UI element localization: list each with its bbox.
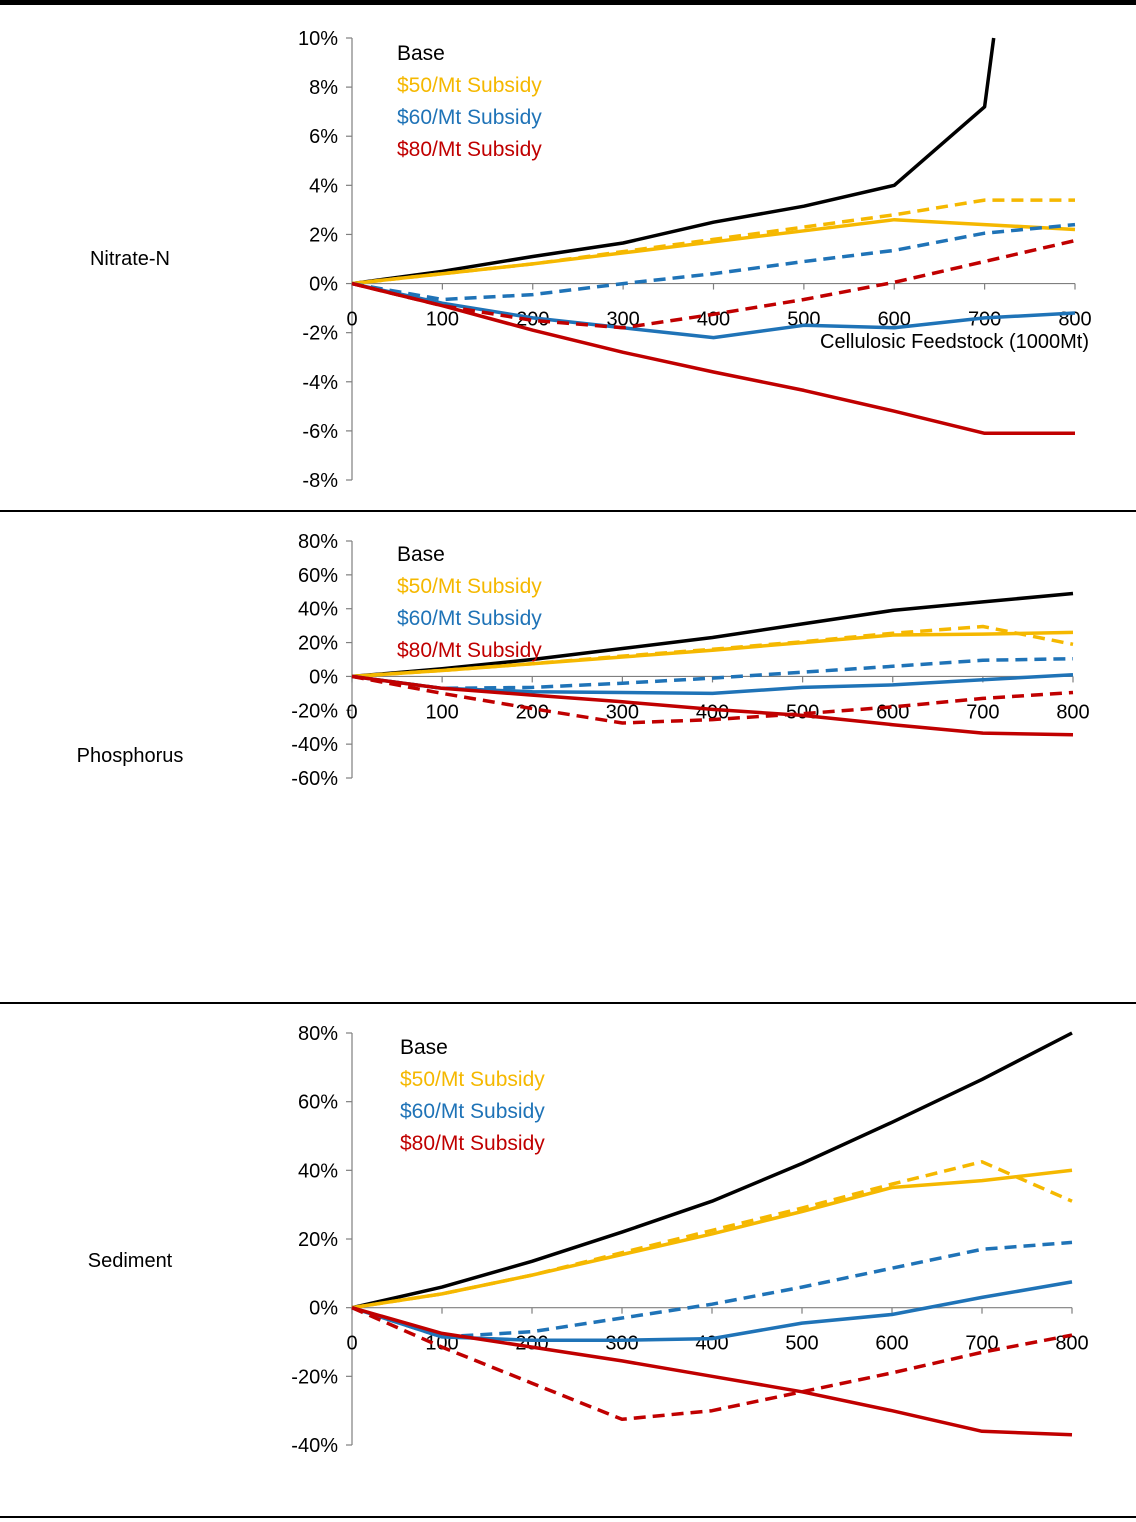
series-line-6-dashed (351, 1306, 1073, 1422)
y-tick-label: 2% (309, 224, 338, 246)
y-tick-label: -20% (291, 1366, 338, 1388)
y-tick-label: -6% (302, 421, 338, 443)
x-tick-label: 400 (696, 701, 729, 723)
legend-entry: $50/Mt Subsidy (397, 575, 542, 598)
x-tick-label: 0 (346, 701, 357, 723)
y-tick-label: -4% (302, 372, 338, 394)
row-label-phosphorus: Phosphorus (76, 745, 184, 767)
series-line-5-solid (351, 281, 1075, 436)
series-line-6-dashed (351, 238, 1076, 330)
legend-entry: $80/Mt Subsidy (397, 639, 542, 662)
x-tick-label: 300 (606, 701, 639, 723)
legend-entry: $80/Mt Subsidy (397, 138, 542, 161)
x-tick-label: 600 (875, 1333, 908, 1355)
row-label-sediment: Sediment (87, 1250, 173, 1272)
y-tick-label: -40% (291, 1435, 338, 1457)
nitrate-chart: -8%-6%-4%-2%0%2%4%6%8%10%0 100 200 300 400 50… (298, 28, 1092, 492)
series-line-2-dashed (351, 624, 1074, 679)
x-tick-label: 800 (1056, 701, 1089, 723)
bottom-rule (0, 1516, 1136, 1518)
x-tick-label: 400 (697, 309, 730, 331)
y-tick-label: 0% (309, 274, 338, 296)
series-line-2-dashed (351, 1160, 1073, 1310)
x-tick-label: 100 (425, 701, 458, 723)
y-tick-label: 40% (298, 599, 338, 621)
x-tick-label: 0 (346, 309, 357, 331)
y-tick-label: 40% (298, 1160, 338, 1182)
x-axis-title: Cellulosic Feedstock (1000Mt) (820, 331, 1089, 353)
series-line-4-dashed (351, 222, 1076, 302)
x-tick-label: 700 (966, 701, 999, 723)
divider-rule (0, 510, 1136, 512)
y-tick-label: 80% (298, 1023, 338, 1045)
y-tick-label: -2% (302, 323, 338, 345)
legend-entry: Base (397, 42, 445, 65)
y-tick-label: 60% (298, 1092, 338, 1114)
y-tick-label: 10% (298, 28, 338, 50)
top-rule (0, 0, 1136, 5)
x-tick-label: 100 (426, 309, 459, 331)
series-line-6-dashed (351, 674, 1074, 725)
series-line-4-dashed (351, 656, 1074, 691)
y-tick-label: 60% (298, 565, 338, 587)
sediment-chart: -40%-20%0%20%40%60%80%0 100 200 300 400 500 60… (291, 1023, 1088, 1457)
x-tick-label: 300 (606, 309, 639, 331)
y-tick-label: 20% (298, 1229, 338, 1251)
y-tick-label: -8% (302, 470, 338, 492)
y-tick-label: 0% (309, 666, 338, 688)
series-line-1-solid (351, 1168, 1073, 1310)
y-tick-label: 80% (298, 531, 338, 553)
y-tick-label: 20% (298, 633, 338, 655)
series-line-5-solid (351, 1306, 1073, 1437)
x-tick-label: 800 (1058, 309, 1091, 331)
x-tick-label: 500 (785, 1333, 818, 1355)
divider-rule (0, 1002, 1136, 1004)
legend-entry: Base (397, 543, 445, 566)
y-tick-label: 4% (309, 175, 338, 197)
series-line-2-dashed (351, 198, 1075, 286)
y-tick-label: -40% (291, 734, 338, 756)
legend-entry: $60/Mt Subsidy (400, 1100, 545, 1123)
legend-entry: $60/Mt Subsidy (397, 106, 542, 129)
legend-entry: $80/Mt Subsidy (400, 1132, 545, 1155)
row-label-nitrate: Nitrate-N (89, 248, 170, 270)
series-line-0-solid (351, 1031, 1073, 1310)
y-tick-label: 0% (309, 1298, 338, 1320)
series-line-3-solid (351, 281, 1076, 340)
series-line-0-solid (351, 37, 996, 286)
series-line-5-solid (351, 674, 1074, 737)
legend-entry: Base (400, 1036, 448, 1059)
legend-entry: $50/Mt Subsidy (400, 1068, 545, 1091)
phosphorus-chart: -60%-40%-20%0%20%40%60%80%0 100 200 300 400 5… (291, 531, 1089, 790)
y-tick-label: 8% (309, 77, 338, 99)
series-line-4-dashed (351, 1240, 1073, 1339)
y-tick-label: -60% (291, 768, 338, 790)
x-tick-label: 0 (346, 1333, 357, 1355)
legend-entry: $50/Mt Subsidy (397, 74, 542, 97)
x-tick-label: 300 (605, 1333, 638, 1355)
y-tick-label: -20% (291, 700, 338, 722)
series-line-0-solid (351, 591, 1074, 679)
y-tick-label: 6% (309, 126, 338, 148)
legend-entry: $60/Mt Subsidy (397, 607, 542, 630)
x-tick-label: 200 (516, 701, 549, 723)
x-tick-label: 600 (878, 309, 911, 331)
